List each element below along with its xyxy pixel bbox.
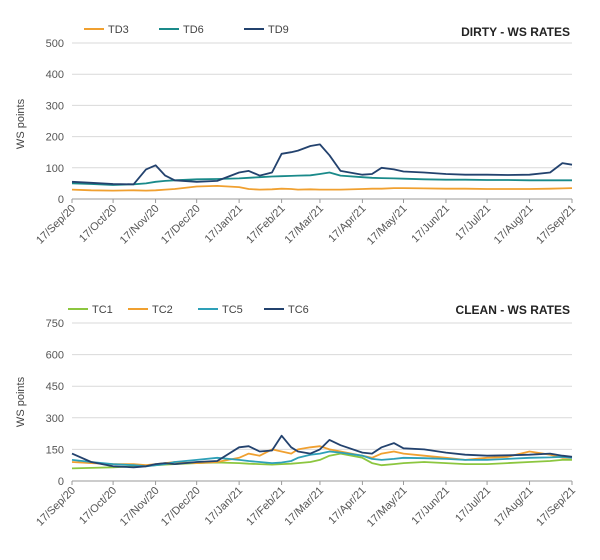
dirty-y-axis-label: WS points	[15, 98, 27, 149]
x-tick-label: 17/Dec/20	[159, 203, 203, 247]
legend-label-tc6: TC6	[288, 304, 309, 316]
legend-label-td6: TD6	[183, 24, 204, 36]
series-line-td6	[71, 171, 572, 186]
x-tick-label: 17/Sep/20	[34, 485, 78, 529]
legend-label-tc1: TC1	[92, 304, 113, 316]
y-tick-label: 200	[46, 132, 64, 144]
x-tick-label: 17/Feb/21	[244, 485, 288, 529]
x-tick-label: 17/Jun/21	[409, 485, 452, 528]
series-line-tc5	[71, 450, 573, 468]
x-tick-label: 17/Apr/21	[326, 203, 368, 245]
x-tick-label: 17/Sep/21	[534, 203, 578, 247]
y-tick-label: 500	[46, 38, 64, 50]
x-tick-label: 17/Sep/21	[534, 485, 578, 529]
x-tick-label: 17/Jun/21	[409, 203, 452, 246]
y-tick-label: 300	[46, 100, 64, 112]
clean-y-axis-label: WS points	[15, 376, 27, 427]
x-tick-label: 17/Aug/21	[492, 203, 536, 247]
x-tick-label: 17/Sep/20	[34, 203, 78, 247]
x-tick-label: 17/Jul/21	[453, 485, 493, 525]
x-tick-label: 17/May/21	[365, 203, 410, 248]
series-line-tc6	[71, 434, 573, 469]
x-tick-label: 17/Jan/21	[203, 485, 246, 528]
y-tick-label: 0	[58, 194, 64, 206]
series-line-td9	[71, 143, 573, 186]
clean-chart-title: CLEAN - WS RATES	[456, 303, 570, 317]
clean-ws-rates-chart: CLEAN - WS RATES WS points 0 150 300 450 600…	[15, 303, 578, 529]
x-tick-label: 17/Nov/20	[118, 203, 162, 247]
y-tick-label: 0	[58, 476, 64, 488]
y-tick-label: 450	[46, 381, 64, 393]
series-line-td3	[71, 184, 573, 192]
x-tick-label: 17/Apr/21	[326, 485, 368, 527]
y-tick-label: 300	[46, 413, 64, 425]
dirty-ws-rates-chart: DIRTY - WS RATES WS points 0 100 200 300 400…	[15, 24, 578, 247]
y-tick-label: 100	[46, 163, 64, 175]
x-tick-label: 17/Feb/21	[244, 203, 288, 247]
legend-label-tc5: TC5	[222, 304, 243, 316]
legend-label-tc2: TC2	[152, 304, 173, 316]
dirty-chart-title: DIRTY - WS RATES	[461, 25, 570, 39]
x-tick-label: 17/Oct/20	[77, 485, 119, 527]
x-tick-label: 17/May/21	[365, 485, 410, 530]
x-tick-label: 17/Jul/21	[453, 203, 493, 243]
legend-label-td9: TD9	[268, 24, 289, 36]
x-tick-label: 17/Nov/20	[118, 485, 162, 529]
y-tick-label: 750	[46, 318, 64, 330]
x-tick-label: 17/Aug/21	[492, 485, 536, 529]
x-tick-label: 17/Jan/21	[203, 203, 246, 246]
x-tick-label: 17/Oct/20	[77, 203, 119, 245]
x-tick-label: 17/Dec/20	[159, 485, 203, 529]
legend-label-td3: TD3	[108, 24, 129, 36]
x-tick-label: 17/Mar/21	[283, 203, 327, 247]
y-tick-label: 150	[46, 444, 64, 456]
y-tick-label: 400	[46, 69, 64, 81]
x-tick-label: 17/Mar/21	[283, 485, 327, 529]
y-tick-label: 600	[46, 350, 64, 362]
